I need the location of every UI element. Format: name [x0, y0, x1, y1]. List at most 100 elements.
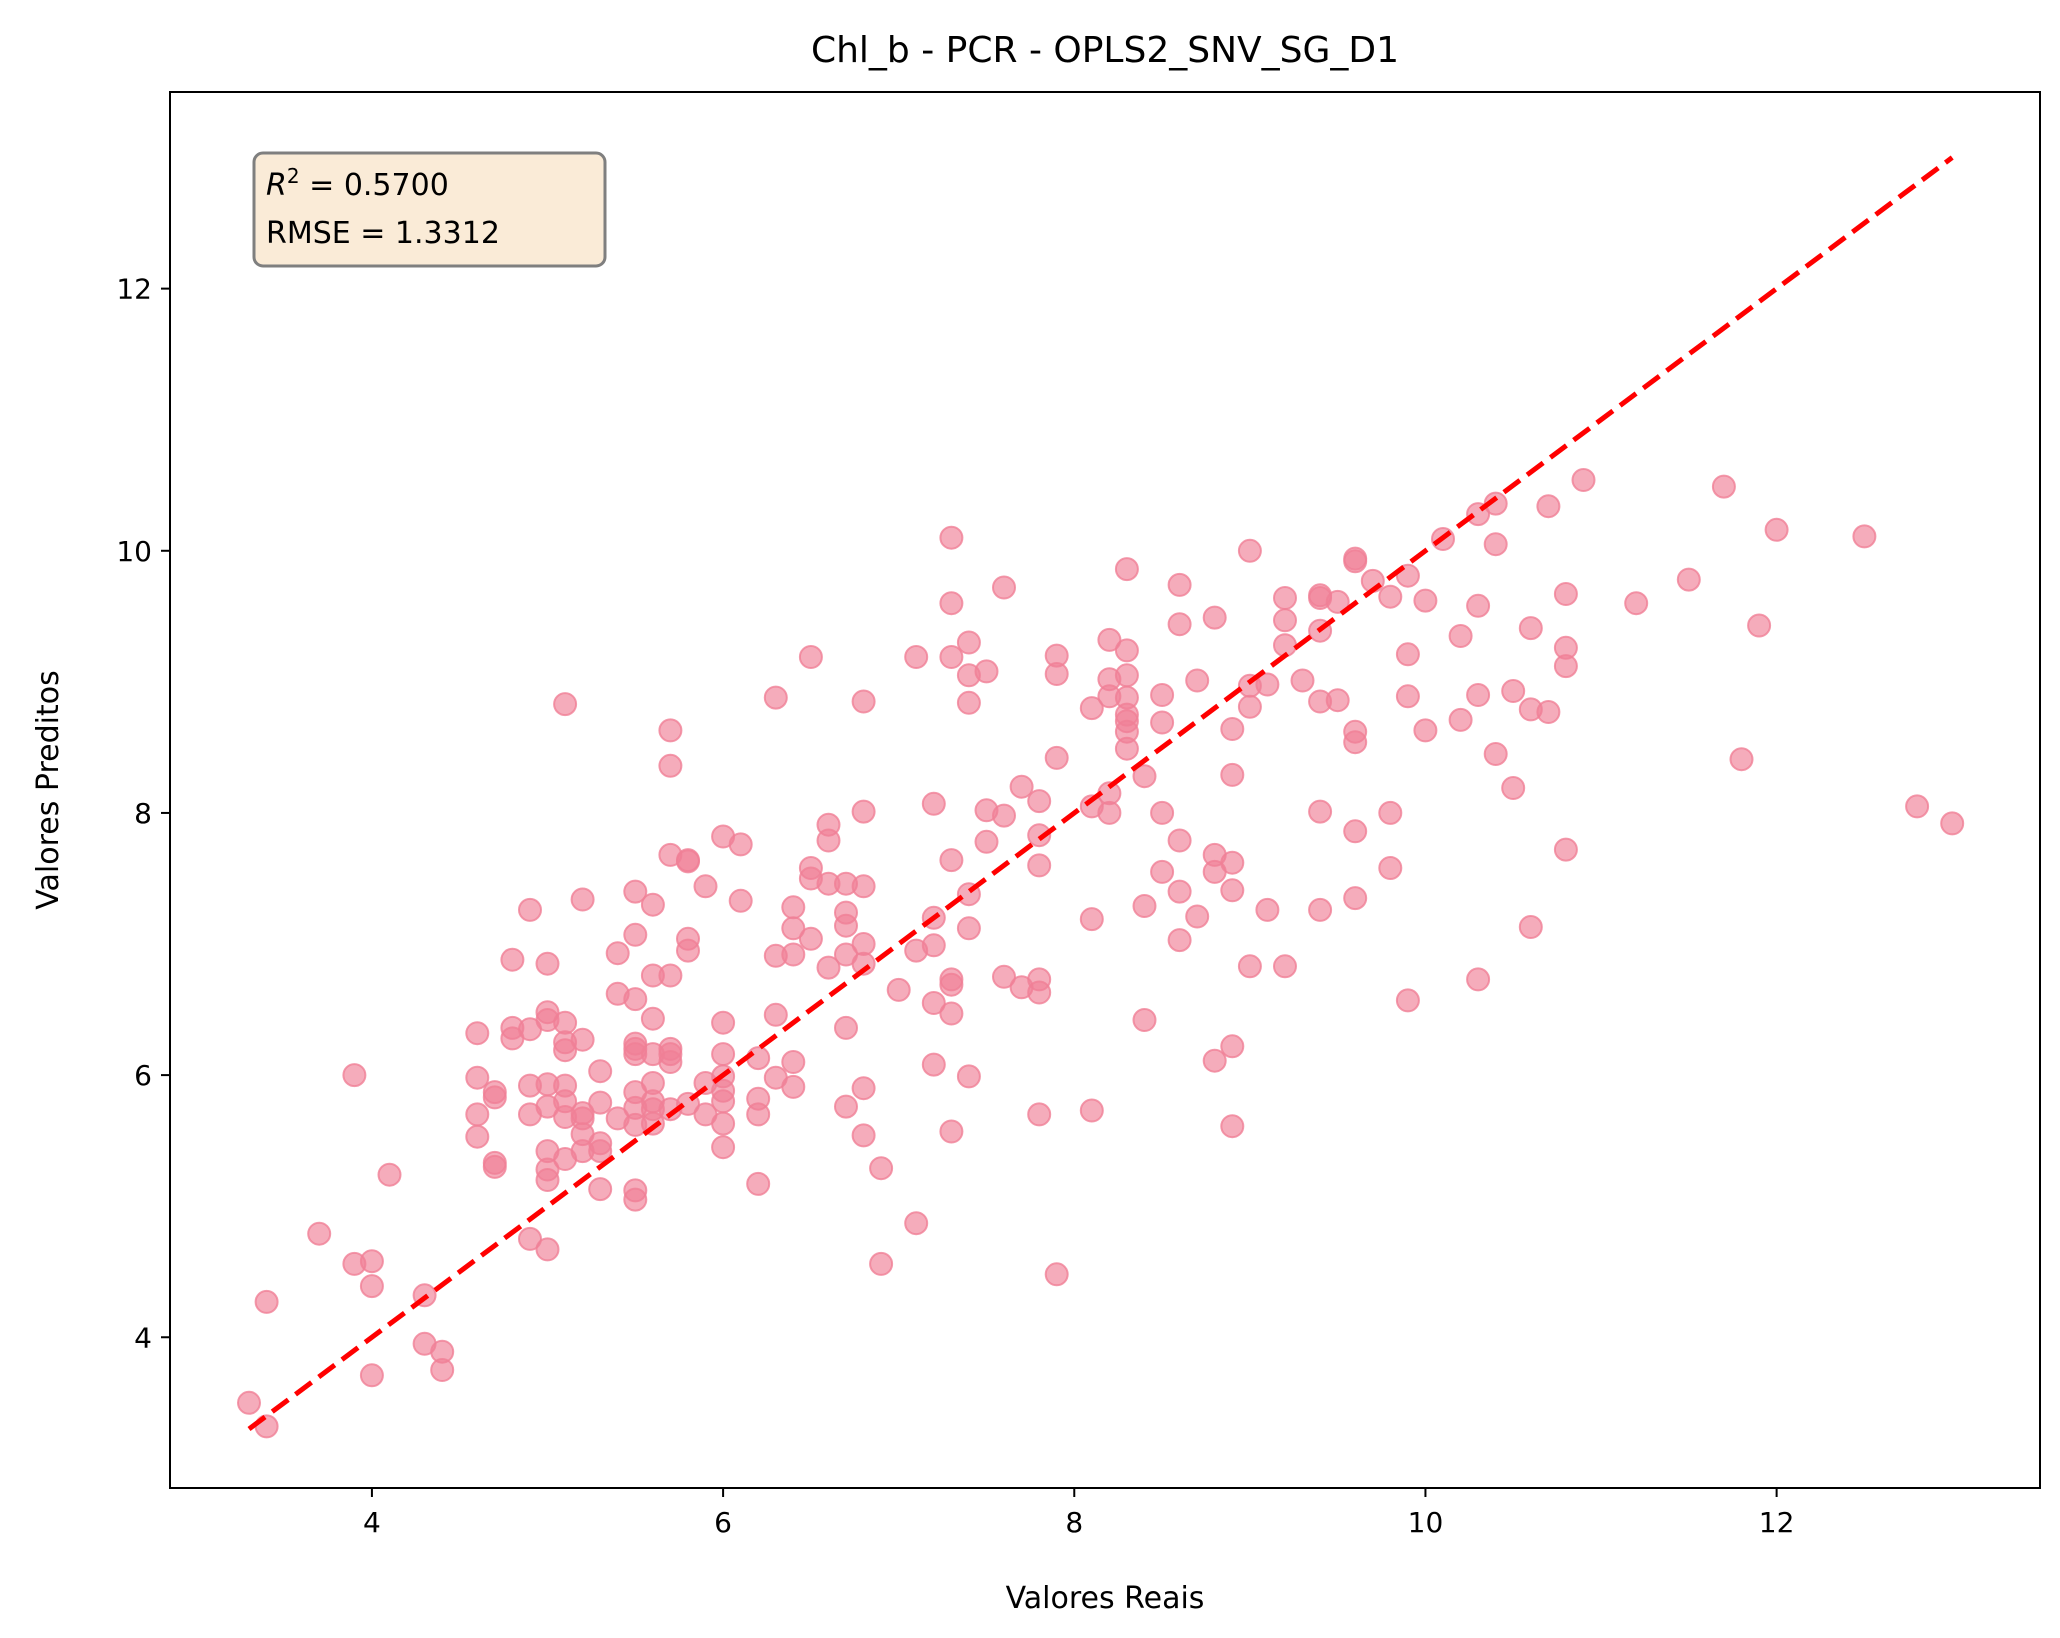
data-point — [992, 964, 1016, 989]
data-point — [851, 689, 876, 714]
data-point — [623, 922, 648, 947]
data-point — [1237, 538, 1262, 563]
x-tick-label: 6 — [714, 1506, 732, 1539]
data-point — [992, 803, 1016, 828]
data-point — [1483, 532, 1508, 557]
data-point — [342, 1063, 367, 1088]
data-point — [1501, 679, 1526, 703]
data-point — [1079, 696, 1104, 721]
x-tick-label: 10 — [1408, 1506, 1444, 1539]
data-point — [763, 685, 788, 710]
data-point — [939, 1001, 964, 1026]
data-point — [869, 1251, 894, 1276]
data-point — [1325, 589, 1350, 614]
data-point — [676, 849, 700, 874]
data-point — [1571, 468, 1596, 492]
data-point — [1027, 1102, 1052, 1127]
y-tick-label: 4 — [134, 1321, 152, 1354]
x-axis-ticks: 4 6 8 10 12 — [363, 1488, 1794, 1539]
y-tick-label: 12 — [116, 273, 152, 306]
data-point — [1711, 474, 1736, 499]
data-point — [605, 941, 630, 966]
data-point — [1114, 638, 1139, 663]
x-tick-label: 4 — [363, 1506, 381, 1539]
data-point — [1905, 794, 1930, 819]
data-point — [798, 926, 823, 951]
data-point — [1518, 915, 1543, 939]
data-point — [465, 1021, 490, 1046]
data-point — [1343, 819, 1368, 844]
data-point — [974, 659, 999, 684]
data-point — [1009, 774, 1034, 799]
y-tick-label: 10 — [116, 535, 152, 568]
r2-label: R2 = 0.5700 — [266, 164, 449, 203]
data-point — [1290, 668, 1315, 693]
data-point — [1395, 642, 1420, 667]
data-point — [956, 630, 981, 655]
data-point — [1150, 859, 1175, 884]
data-point — [623, 1187, 648, 1212]
data-point — [834, 913, 858, 938]
data-point — [904, 645, 929, 669]
data-point — [1764, 517, 1789, 542]
data-point — [658, 753, 683, 778]
data-point — [763, 1002, 788, 1027]
data-point — [851, 1123, 876, 1148]
data-point — [1413, 588, 1438, 613]
data-point — [553, 692, 578, 717]
data-point — [1553, 837, 1578, 862]
data-point — [1167, 928, 1192, 953]
data-point — [1940, 811, 1965, 836]
y-tick-label: 6 — [134, 1059, 152, 1092]
data-point — [1097, 800, 1122, 825]
data-point — [781, 895, 806, 920]
data-point — [869, 1156, 894, 1181]
data-point — [1220, 717, 1245, 741]
y-axis-ticks: 4 6 8 10 12 — [116, 273, 170, 1354]
data-point — [623, 987, 648, 1012]
data-point — [711, 1111, 736, 1136]
data-point — [939, 525, 964, 550]
data-point — [1343, 886, 1368, 911]
data-point — [886, 977, 911, 1002]
data-point — [939, 591, 964, 616]
data-point — [1624, 591, 1649, 616]
data-point — [588, 1090, 613, 1115]
data-point — [1273, 586, 1297, 610]
data-point — [1747, 613, 1772, 638]
data-point — [1132, 894, 1157, 918]
data-point — [992, 575, 1016, 600]
data-point — [1114, 663, 1139, 688]
data-point — [1027, 789, 1052, 814]
data-point — [535, 951, 560, 976]
data-point — [1466, 683, 1491, 707]
data-point — [1536, 494, 1561, 519]
data-point — [781, 1074, 806, 1099]
data-point — [956, 690, 981, 715]
data-point — [307, 1221, 332, 1246]
stats-box: R2 = 0.5700 RMSE = 1.3312 — [252, 151, 607, 268]
data-point — [1044, 745, 1069, 770]
data-point — [465, 1102, 490, 1127]
plot-frame — [169, 91, 2041, 1489]
x-axis-label: Valores Reais — [1006, 1581, 1205, 1616]
data-point — [658, 963, 683, 988]
data-point — [974, 829, 999, 854]
data-point — [1483, 742, 1508, 766]
data-point — [1395, 988, 1420, 1013]
y-tick-label: 8 — [134, 797, 152, 830]
data-point — [640, 892, 665, 917]
data-point — [430, 1358, 455, 1382]
data-point — [1185, 668, 1210, 693]
x-tick-label: 12 — [1759, 1506, 1795, 1539]
chart-title: Chl_b - PCR - OPLS2_SNV_SG_D1 — [811, 30, 1399, 71]
data-point — [518, 1226, 542, 1251]
data-point — [834, 1094, 858, 1119]
data-point — [921, 791, 946, 816]
data-point — [1308, 897, 1333, 922]
data-point — [939, 848, 964, 873]
data-point — [1114, 557, 1139, 582]
r2-value: 0.5700 — [344, 168, 449, 203]
data-point — [658, 1050, 683, 1074]
data-point — [676, 938, 700, 963]
